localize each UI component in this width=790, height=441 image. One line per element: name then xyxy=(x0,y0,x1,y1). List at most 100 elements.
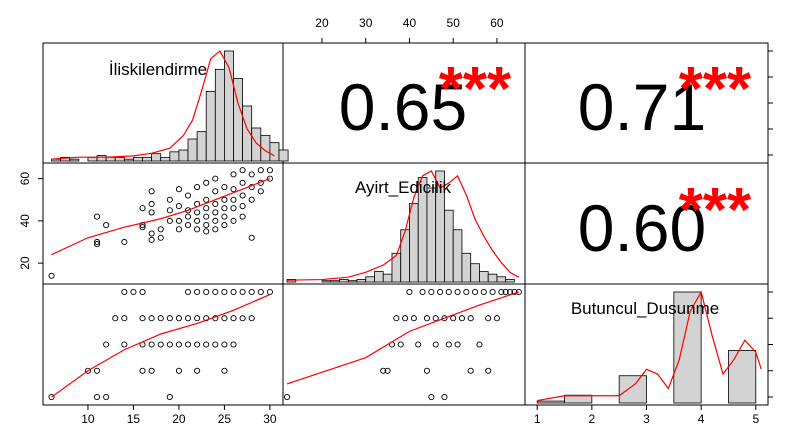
scatter-ayirt-butuncul xyxy=(283,288,522,401)
scatter-point xyxy=(157,315,164,322)
scatter-point xyxy=(476,341,483,348)
scatter-point xyxy=(184,288,192,295)
scatter-point xyxy=(194,315,201,322)
diag-label-iliskilendirme: İliskilendirme xyxy=(109,60,207,79)
scatter-point xyxy=(248,196,255,203)
scatter-point xyxy=(212,217,219,224)
scatter-point xyxy=(454,288,461,295)
scatter-point xyxy=(121,341,128,348)
scatter-point xyxy=(212,288,219,295)
scatter-point xyxy=(467,367,474,374)
scatter-point xyxy=(121,238,128,246)
scatter-point xyxy=(212,341,219,348)
scatter-point xyxy=(203,228,210,235)
scatter-point xyxy=(212,175,219,182)
x-tick-label-butuncul: 4 xyxy=(698,412,705,426)
scatter-point xyxy=(266,175,273,182)
histogram-bar xyxy=(87,156,98,162)
scatter-point xyxy=(493,315,500,322)
scatter-point xyxy=(203,288,210,295)
scatter-point xyxy=(502,288,509,295)
scatter-point xyxy=(93,367,101,374)
scatter-point xyxy=(248,315,255,322)
scatter-point xyxy=(203,196,210,203)
histogram-bar xyxy=(564,394,593,404)
density-curve xyxy=(51,50,275,160)
histogram-bar xyxy=(536,400,565,404)
scatter-point xyxy=(221,222,228,229)
scatter-point xyxy=(194,209,201,216)
histogram-bar xyxy=(444,209,454,283)
scatter-point xyxy=(423,367,431,374)
scatter-point xyxy=(221,315,228,322)
scatter-point xyxy=(139,205,146,212)
scatter-point xyxy=(454,341,461,348)
scatter-point xyxy=(230,171,237,178)
histogram-bar xyxy=(105,156,116,162)
histogram-bar xyxy=(374,271,384,283)
histogram-bar xyxy=(505,278,515,283)
scatter-point xyxy=(148,341,155,348)
scatter-point xyxy=(498,288,505,295)
panel-frame-2-1 xyxy=(42,162,284,285)
histogram-bar xyxy=(382,273,393,283)
scatter-point xyxy=(221,205,228,212)
scatter-point xyxy=(103,341,110,348)
scatter-point xyxy=(384,367,391,374)
histogram-bar xyxy=(496,276,507,283)
x-tick-label-butuncul: 5 xyxy=(752,412,759,426)
density-curve xyxy=(537,290,762,402)
scatter-point xyxy=(230,205,237,212)
scatter-point xyxy=(194,367,201,374)
scatter-point xyxy=(472,288,479,295)
diag-label-ayirt-edicilik: Ayirt_Edicilik xyxy=(355,178,452,197)
histogram-bar xyxy=(214,68,225,162)
scatter-point xyxy=(415,341,422,348)
scatter-point xyxy=(194,341,201,348)
scatter-point xyxy=(166,207,173,214)
scatter-point xyxy=(248,288,255,295)
scatter-point xyxy=(257,288,264,295)
scatter-point xyxy=(485,367,492,374)
scatter-point xyxy=(148,236,155,243)
corr-value-1-3: 0.71 xyxy=(578,70,706,144)
scatter-point xyxy=(257,167,264,174)
top-tick-label-ayirt: 50 xyxy=(447,16,461,30)
scatter-point xyxy=(393,315,400,322)
x-tick-label-iliskilendirme: 30 xyxy=(263,412,277,426)
histogram-iliskilendirme xyxy=(51,50,289,162)
scatter-point xyxy=(230,288,237,295)
scatter-point xyxy=(441,315,448,322)
scatter-iliskilendirme-butuncul xyxy=(48,288,273,401)
scatter-point xyxy=(480,288,487,295)
scatter-point xyxy=(184,192,192,199)
axes-layer: 10 15 20 25 30 1 2 3 4 5 20 30 40 50 60 20 40 60 xyxy=(18,16,773,426)
scatter-point xyxy=(212,209,219,216)
histogram-bar xyxy=(479,271,489,283)
scatter-point xyxy=(175,226,182,233)
left-tick-label-ayirt: 60 xyxy=(18,172,32,186)
scatter-point xyxy=(221,213,228,220)
scatter-point xyxy=(184,213,192,220)
scatter-point xyxy=(84,367,91,374)
histogram-bar xyxy=(251,127,262,162)
scatter-point xyxy=(148,188,155,195)
loess-curve xyxy=(286,291,520,385)
corr-stars-1-3: *** xyxy=(679,55,752,124)
scatter-point xyxy=(166,341,173,348)
scatter-point xyxy=(248,171,255,178)
scatter-point xyxy=(194,226,201,233)
scatter-point xyxy=(515,288,522,295)
scatter-point xyxy=(239,315,246,322)
scatter-point xyxy=(406,288,413,295)
scatter-point xyxy=(175,186,182,193)
scatter-point xyxy=(432,341,439,348)
scatter-point xyxy=(175,367,182,374)
density-curve xyxy=(286,170,520,281)
histogram-bar xyxy=(205,90,216,162)
scatter-point xyxy=(450,315,457,322)
scatter-point xyxy=(184,315,192,322)
left-tick-label-ayirt: 20 xyxy=(18,256,32,270)
histogram-bar xyxy=(196,131,207,162)
scatter-point xyxy=(239,203,246,210)
